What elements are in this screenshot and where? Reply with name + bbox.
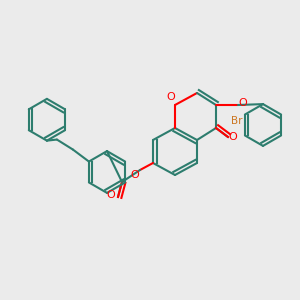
Text: O: O [130, 170, 140, 180]
Text: O: O [229, 132, 237, 142]
Text: O: O [238, 98, 247, 108]
Text: Br: Br [231, 116, 243, 125]
Text: O: O [106, 190, 116, 200]
Text: O: O [167, 92, 176, 102]
